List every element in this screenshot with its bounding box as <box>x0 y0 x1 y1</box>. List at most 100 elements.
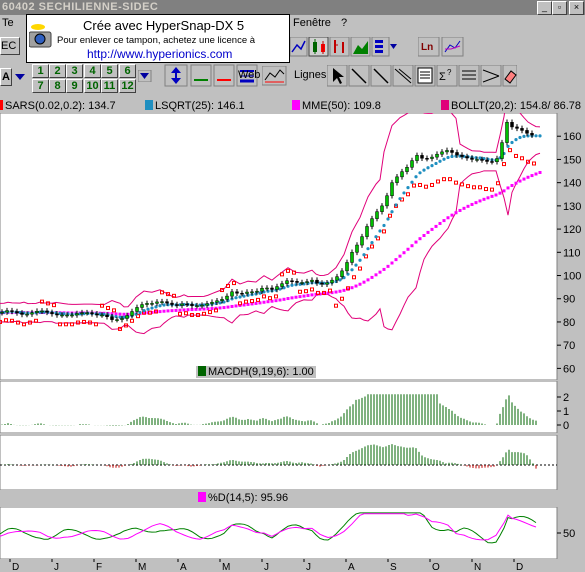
oscillator-panel[interactable] <box>0 435 585 490</box>
period-button-2[interactable]: 2 <box>49 64 66 78</box>
candle-body <box>175 304 179 306</box>
horizontal-lines-icon[interactable] <box>458 64 480 87</box>
sar-dot <box>406 192 410 197</box>
period-button-8[interactable]: 8 <box>49 79 66 93</box>
log-scale-icon[interactable]: Ln <box>417 36 440 57</box>
lsqrt-point <box>150 306 154 310</box>
sar-dot <box>460 182 464 187</box>
stoch-d-line <box>0 513 537 541</box>
scale-toolbar: Ln <box>417 36 468 57</box>
svg-text:Ln: Ln <box>421 42 433 53</box>
mme-point <box>398 254 402 258</box>
bollinger-lower <box>0 152 541 335</box>
stamp-link[interactable]: http://www.hyperionics.com <box>87 47 233 61</box>
candle-body <box>445 150 449 153</box>
candle-body <box>375 211 379 219</box>
restore-button[interactable]: ▫ <box>552 1 567 15</box>
sar-dot <box>256 297 260 302</box>
mme-point <box>310 293 314 297</box>
mme-point <box>486 196 490 200</box>
compare-icon[interactable] <box>441 36 464 57</box>
volume-icon[interactable] <box>371 36 390 57</box>
candle-body <box>15 311 19 314</box>
candle-body <box>315 279 319 284</box>
fan-lines-icon[interactable] <box>480 64 502 87</box>
stochastic-panel[interactable]: 50 <box>0 507 585 559</box>
period-button-12[interactable]: 12 <box>119 79 136 93</box>
period-button-10[interactable]: 10 <box>84 79 101 93</box>
macdh-panel[interactable]: 0 1 2 <box>0 381 585 433</box>
mme-point <box>286 297 290 301</box>
camera-icon <box>29 24 52 48</box>
sar-dot <box>238 301 242 306</box>
symbol-combo[interactable]: EC <box>0 37 20 55</box>
price-y-tick-label: 150 <box>563 154 581 166</box>
candle-body <box>455 152 459 156</box>
mountain-chart-icon[interactable] <box>350 36 371 57</box>
lsqrt-point <box>62 312 66 316</box>
candle-body <box>525 130 529 134</box>
candle-body <box>460 154 464 157</box>
sar-dot <box>286 268 290 273</box>
candle-body <box>115 319 119 321</box>
price-y-tick-label: 140 <box>563 178 581 190</box>
menu-item-help[interactable]: ? <box>341 17 348 29</box>
line-style-icon[interactable] <box>236 64 258 87</box>
lsqrt-point <box>234 296 238 300</box>
dropdown-small-icon[interactable] <box>14 72 26 85</box>
zoom-vertical-icon[interactable] <box>164 64 188 87</box>
period-button-7[interactable]: 7 <box>32 79 49 93</box>
sar-swatch <box>0 100 3 110</box>
candle-body <box>420 155 424 159</box>
lsqrt-point <box>158 304 162 308</box>
stochastic-y-axis: 50 <box>557 528 575 540</box>
boll-swatch <box>441 100 449 110</box>
mme-point <box>294 295 298 299</box>
candle-chart-icon[interactable] <box>308 36 329 57</box>
web-button[interactable]: Web <box>238 69 261 81</box>
bar-chart-icon[interactable] <box>329 36 350 57</box>
mme-point <box>378 270 382 274</box>
candle-body <box>470 157 474 160</box>
menu-item-fenetre[interactable]: Fenêtre <box>293 17 331 29</box>
period-button-3[interactable]: 3 <box>66 64 83 78</box>
minimize-button[interactable]: _ <box>537 1 552 15</box>
dropdown-icon[interactable] <box>390 44 397 49</box>
pointer-icon[interactable] <box>326 64 348 87</box>
menu-item-te[interactable]: Te <box>2 17 14 29</box>
line-tool-icon[interactable] <box>348 64 370 87</box>
sar-dot <box>16 320 20 325</box>
candle-body <box>65 314 69 317</box>
line-color-red-icon[interactable] <box>213 64 235 87</box>
candle-body <box>320 282 324 285</box>
eraser-icon[interactable] <box>502 64 518 87</box>
close-button[interactable]: × <box>569 1 584 15</box>
web-icon[interactable] <box>261 65 288 89</box>
legend-mme: MME(50): 109.8 <box>292 100 381 112</box>
mme-point <box>450 213 454 217</box>
line-color-green-icon[interactable] <box>190 64 212 87</box>
period-button-9[interactable]: 9 <box>66 79 83 93</box>
period-button-1[interactable]: 1 <box>32 64 49 78</box>
period-button-11[interactable]: 11 <box>101 79 118 93</box>
candle-body <box>180 303 184 306</box>
mme-point <box>278 298 282 302</box>
period-dropdown-icon[interactable] <box>137 69 152 85</box>
sar-dot <box>526 159 530 164</box>
parallel-lines-icon[interactable] <box>392 64 414 87</box>
x-axis-bg <box>0 559 585 572</box>
sar-dot <box>196 312 200 317</box>
period-button-6[interactable]: 6 <box>119 64 136 78</box>
fibonacci-icon[interactable]: Σ? <box>436 64 458 87</box>
text-tool-icon[interactable] <box>414 64 436 87</box>
mme-point <box>206 307 210 311</box>
line-chart-icon[interactable] <box>289 36 308 57</box>
candle-body <box>30 312 34 315</box>
candle-body <box>195 305 199 307</box>
candle-body <box>110 316 114 320</box>
diagonal-line-icon[interactable] <box>370 64 392 87</box>
font-button[interactable]: A <box>0 68 12 86</box>
period-button-4[interactable]: 4 <box>84 64 101 78</box>
price-chart[interactable]: 60 70 80 90 100 110 120 130 140 150 160 <box>0 113 585 380</box>
period-button-5[interactable]: 5 <box>101 64 118 78</box>
